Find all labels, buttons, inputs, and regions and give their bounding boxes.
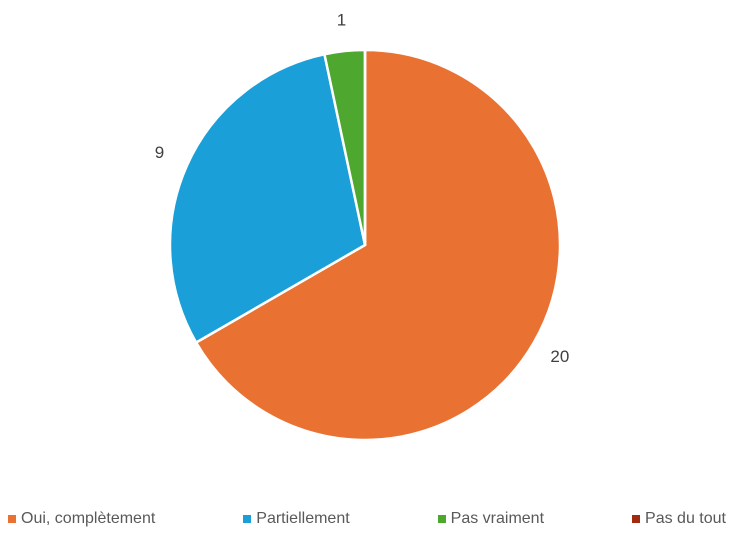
- pie-slice: [194, 48, 562, 442]
- legend-swatch: [632, 515, 641, 523]
- legend-swatch: [8, 515, 16, 523]
- legend-item: Partiellement: [243, 510, 350, 528]
- legend-label: Partiellement: [256, 510, 350, 527]
- data-label: 9: [155, 143, 164, 162]
- legend: Oui, complètement Partiellement Pas vraime…: [0, 510, 734, 528]
- pie-slice: [168, 52, 367, 345]
- legend-label: Pas vraiment: [450, 510, 545, 527]
- legend-swatch: [243, 515, 252, 523]
- legend-item: Pas vraiment: [437, 510, 545, 528]
- data-label: 20: [550, 347, 569, 366]
- data-label: 1: [337, 11, 346, 30]
- legend-item: Oui, complètement: [8, 510, 155, 528]
- legend-label: Pas du tout: [645, 510, 726, 527]
- legend-item: Pas du tout: [632, 510, 726, 528]
- legend-label: Oui, complètement: [21, 510, 156, 527]
- legend-swatch: [437, 515, 446, 523]
